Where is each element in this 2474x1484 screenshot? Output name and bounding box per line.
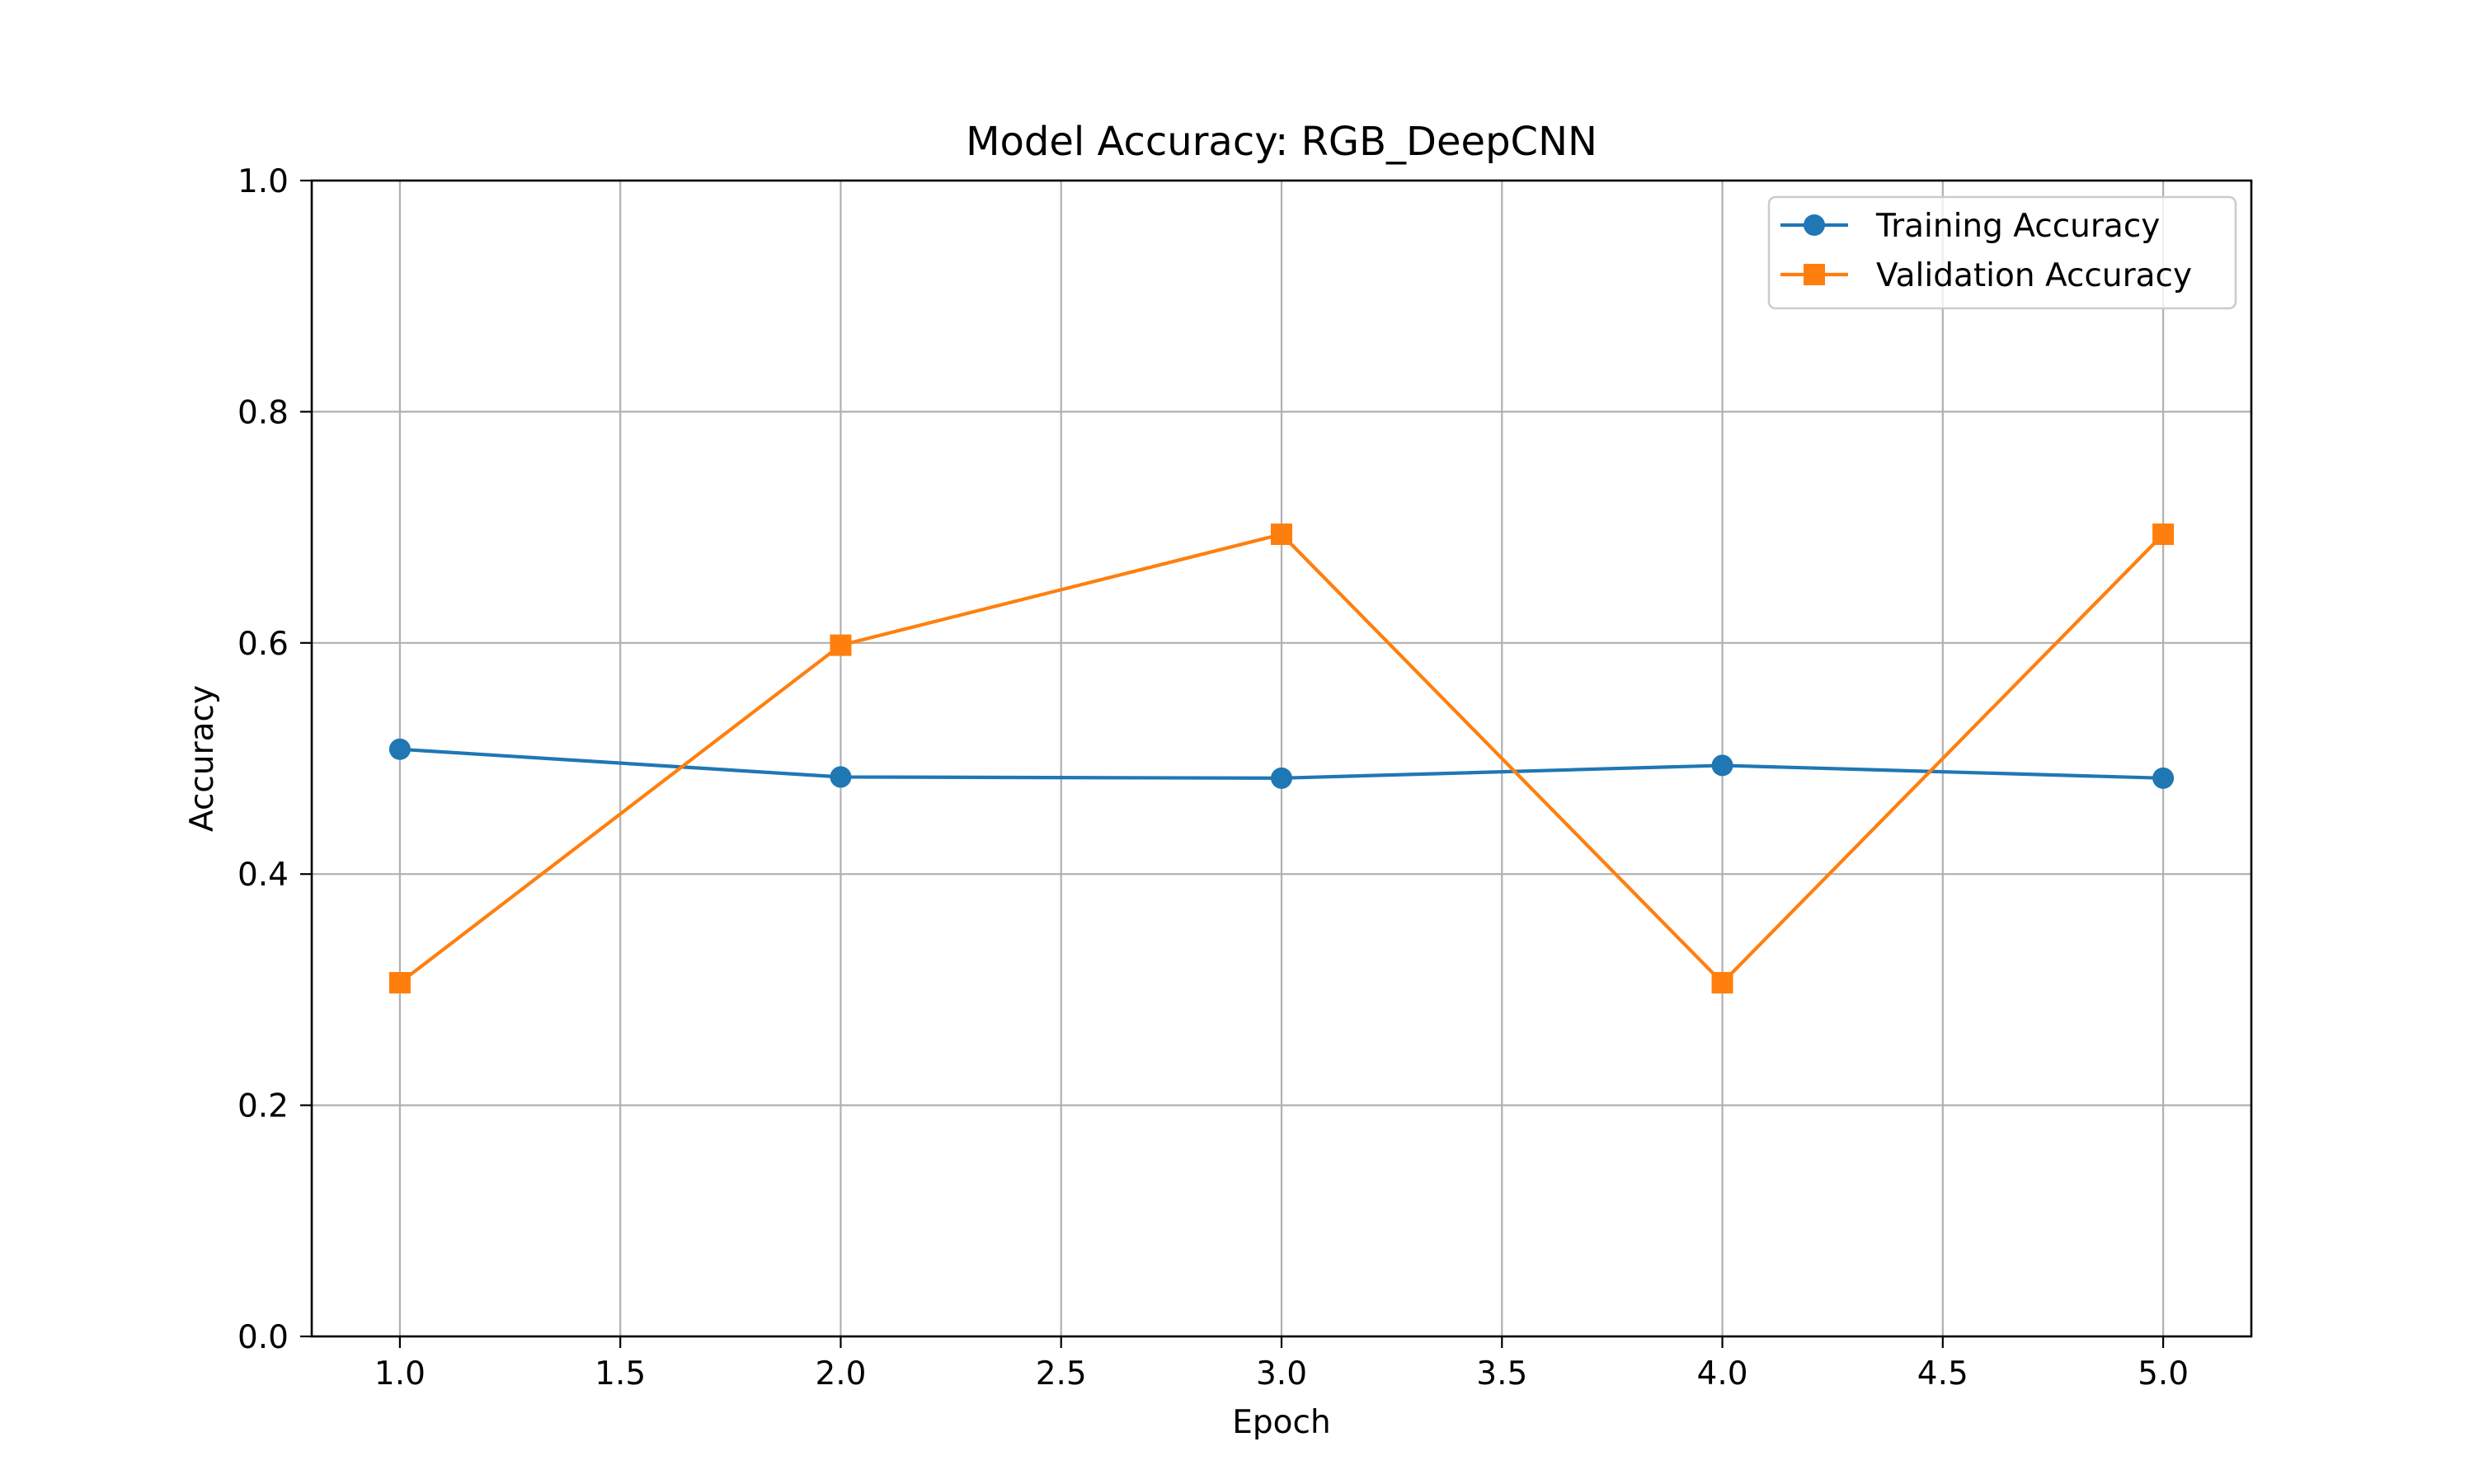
training-accuracy-point <box>2152 767 2175 789</box>
x-tick-label: 3.0 <box>1256 1355 1307 1392</box>
x-tick-label: 5.0 <box>2138 1355 2189 1392</box>
y-axis-label: Accuracy <box>184 685 221 832</box>
chart-title: Model Accuracy: RGB_DeepCNN <box>966 119 1597 165</box>
training-accuracy-point <box>1271 767 1292 789</box>
x-tick-label: 1.0 <box>374 1355 426 1392</box>
y-tick-label: 0.6 <box>238 626 289 663</box>
legend-training-accuracy-marker <box>1804 214 1825 236</box>
training-accuracy-point <box>830 766 852 788</box>
validation-accuracy-point <box>1271 524 1292 546</box>
validation-accuracy-point <box>2152 524 2175 546</box>
y-tick-label: 1.0 <box>238 163 289 200</box>
legend-training-accuracy-label: Training Accuracy <box>1875 208 2160 245</box>
validation-accuracy-point <box>830 634 852 656</box>
y-tick-label: 0.2 <box>238 1088 289 1125</box>
legend-validation-accuracy-label: Validation Accuracy <box>1876 257 2192 294</box>
axis-ticks: 1.0 1.5 2.0 2.5 3.0 3.5 4.0 4.5 5.0 0.0 0.2 0.4 0.6 0… <box>238 163 2189 1392</box>
y-tick-label: 0.8 <box>238 394 289 431</box>
x-axis-label: Epoch <box>1232 1404 1330 1441</box>
x-tick-label: 2.5 <box>1036 1355 1087 1392</box>
series-layer <box>388 524 2175 993</box>
legend-validation-accuracy-marker <box>1804 264 1825 285</box>
validation-accuracy-point <box>388 971 411 993</box>
x-tick-label: 2.0 <box>815 1355 866 1392</box>
y-tick-label: 0.0 <box>238 1319 289 1356</box>
validation-accuracy-point <box>1711 971 1733 993</box>
legend: Training Accuracy Validation Accuracy <box>1767 195 2237 310</box>
x-tick-label: 3.5 <box>1476 1355 1527 1392</box>
x-tick-label: 1.5 <box>595 1355 646 1392</box>
training-accuracy-point <box>388 738 411 760</box>
y-tick-label: 0.4 <box>238 857 289 894</box>
x-tick-label: 4.0 <box>1697 1355 1748 1392</box>
legend-box <box>1767 195 2237 310</box>
x-tick-label: 4.5 <box>1917 1355 1968 1392</box>
training-accuracy-point <box>1711 754 1733 777</box>
